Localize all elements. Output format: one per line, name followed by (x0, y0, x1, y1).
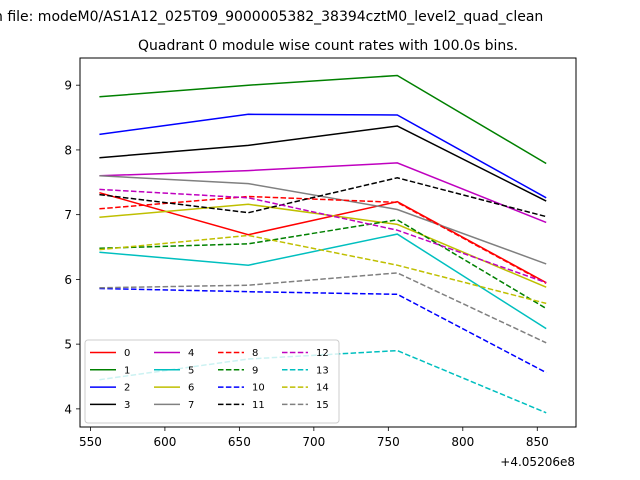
series-line-2 (99, 113, 547, 199)
legend-label-9: 9 (252, 365, 258, 376)
legend-label-5: 5 (188, 365, 194, 376)
legend-label-15: 15 (316, 400, 329, 411)
legend-label-10: 10 (252, 383, 265, 394)
legend-label-1: 1 (124, 365, 130, 376)
axes-frame (79, 57, 577, 428)
y-tick-label: 9 (64, 79, 72, 93)
figure-suptitle: n file: modeM0/AS1A12_025T09_9000005382_… (0, 9, 543, 25)
plot-area (79, 57, 577, 428)
series-line-15 (99, 272, 547, 344)
x-tick-label: 800 (451, 435, 474, 449)
legend-label-11: 11 (252, 400, 265, 411)
legend-label-13: 13 (316, 365, 329, 376)
y-tick-label: 8 (64, 143, 72, 157)
legend-label-8: 8 (252, 348, 258, 359)
series-line-12 (99, 188, 547, 284)
x-tick-label: 750 (377, 435, 400, 449)
series-line-8 (99, 195, 547, 284)
x-tick-label: 600 (153, 435, 176, 449)
series-line-1 (99, 74, 547, 165)
legend-label-7: 7 (188, 400, 194, 411)
series-line-9 (99, 219, 547, 310)
y-tick-label: 7 (64, 208, 72, 222)
series-line-11 (99, 177, 547, 218)
y-tick-label: 4 (64, 402, 72, 416)
chart-title: Quadrant 0 module wise count rates with … (138, 38, 518, 54)
legend-label-2: 2 (124, 383, 130, 394)
x-tick-label: 550 (79, 435, 102, 449)
x-axis: 550 600 650 700 750 800 850 (79, 427, 549, 449)
legend-label-14: 14 (316, 383, 329, 394)
series-line-14 (99, 234, 547, 305)
x-axis-offset-label: +4.05206e8 (500, 455, 575, 469)
series-line-7 (99, 175, 547, 265)
x-tick-label: 700 (302, 435, 325, 449)
y-tick-label: 6 (64, 273, 72, 287)
legend-box (84, 339, 340, 424)
legend-label-0: 0 (124, 348, 130, 359)
y-axis: 4 5 6 7 8 9 (64, 79, 80, 416)
legend-label-3: 3 (124, 400, 130, 411)
legend-label-12: 12 (316, 348, 329, 359)
y-tick-label: 5 (64, 338, 72, 352)
legend-label-4: 4 (188, 348, 194, 359)
x-tick-label: 650 (228, 435, 251, 449)
legend-label-6: 6 (188, 383, 194, 394)
series-line-10 (99, 287, 547, 374)
x-tick-label: 850 (526, 435, 549, 449)
series-line-3 (99, 125, 547, 202)
series-line-4 (99, 162, 547, 224)
